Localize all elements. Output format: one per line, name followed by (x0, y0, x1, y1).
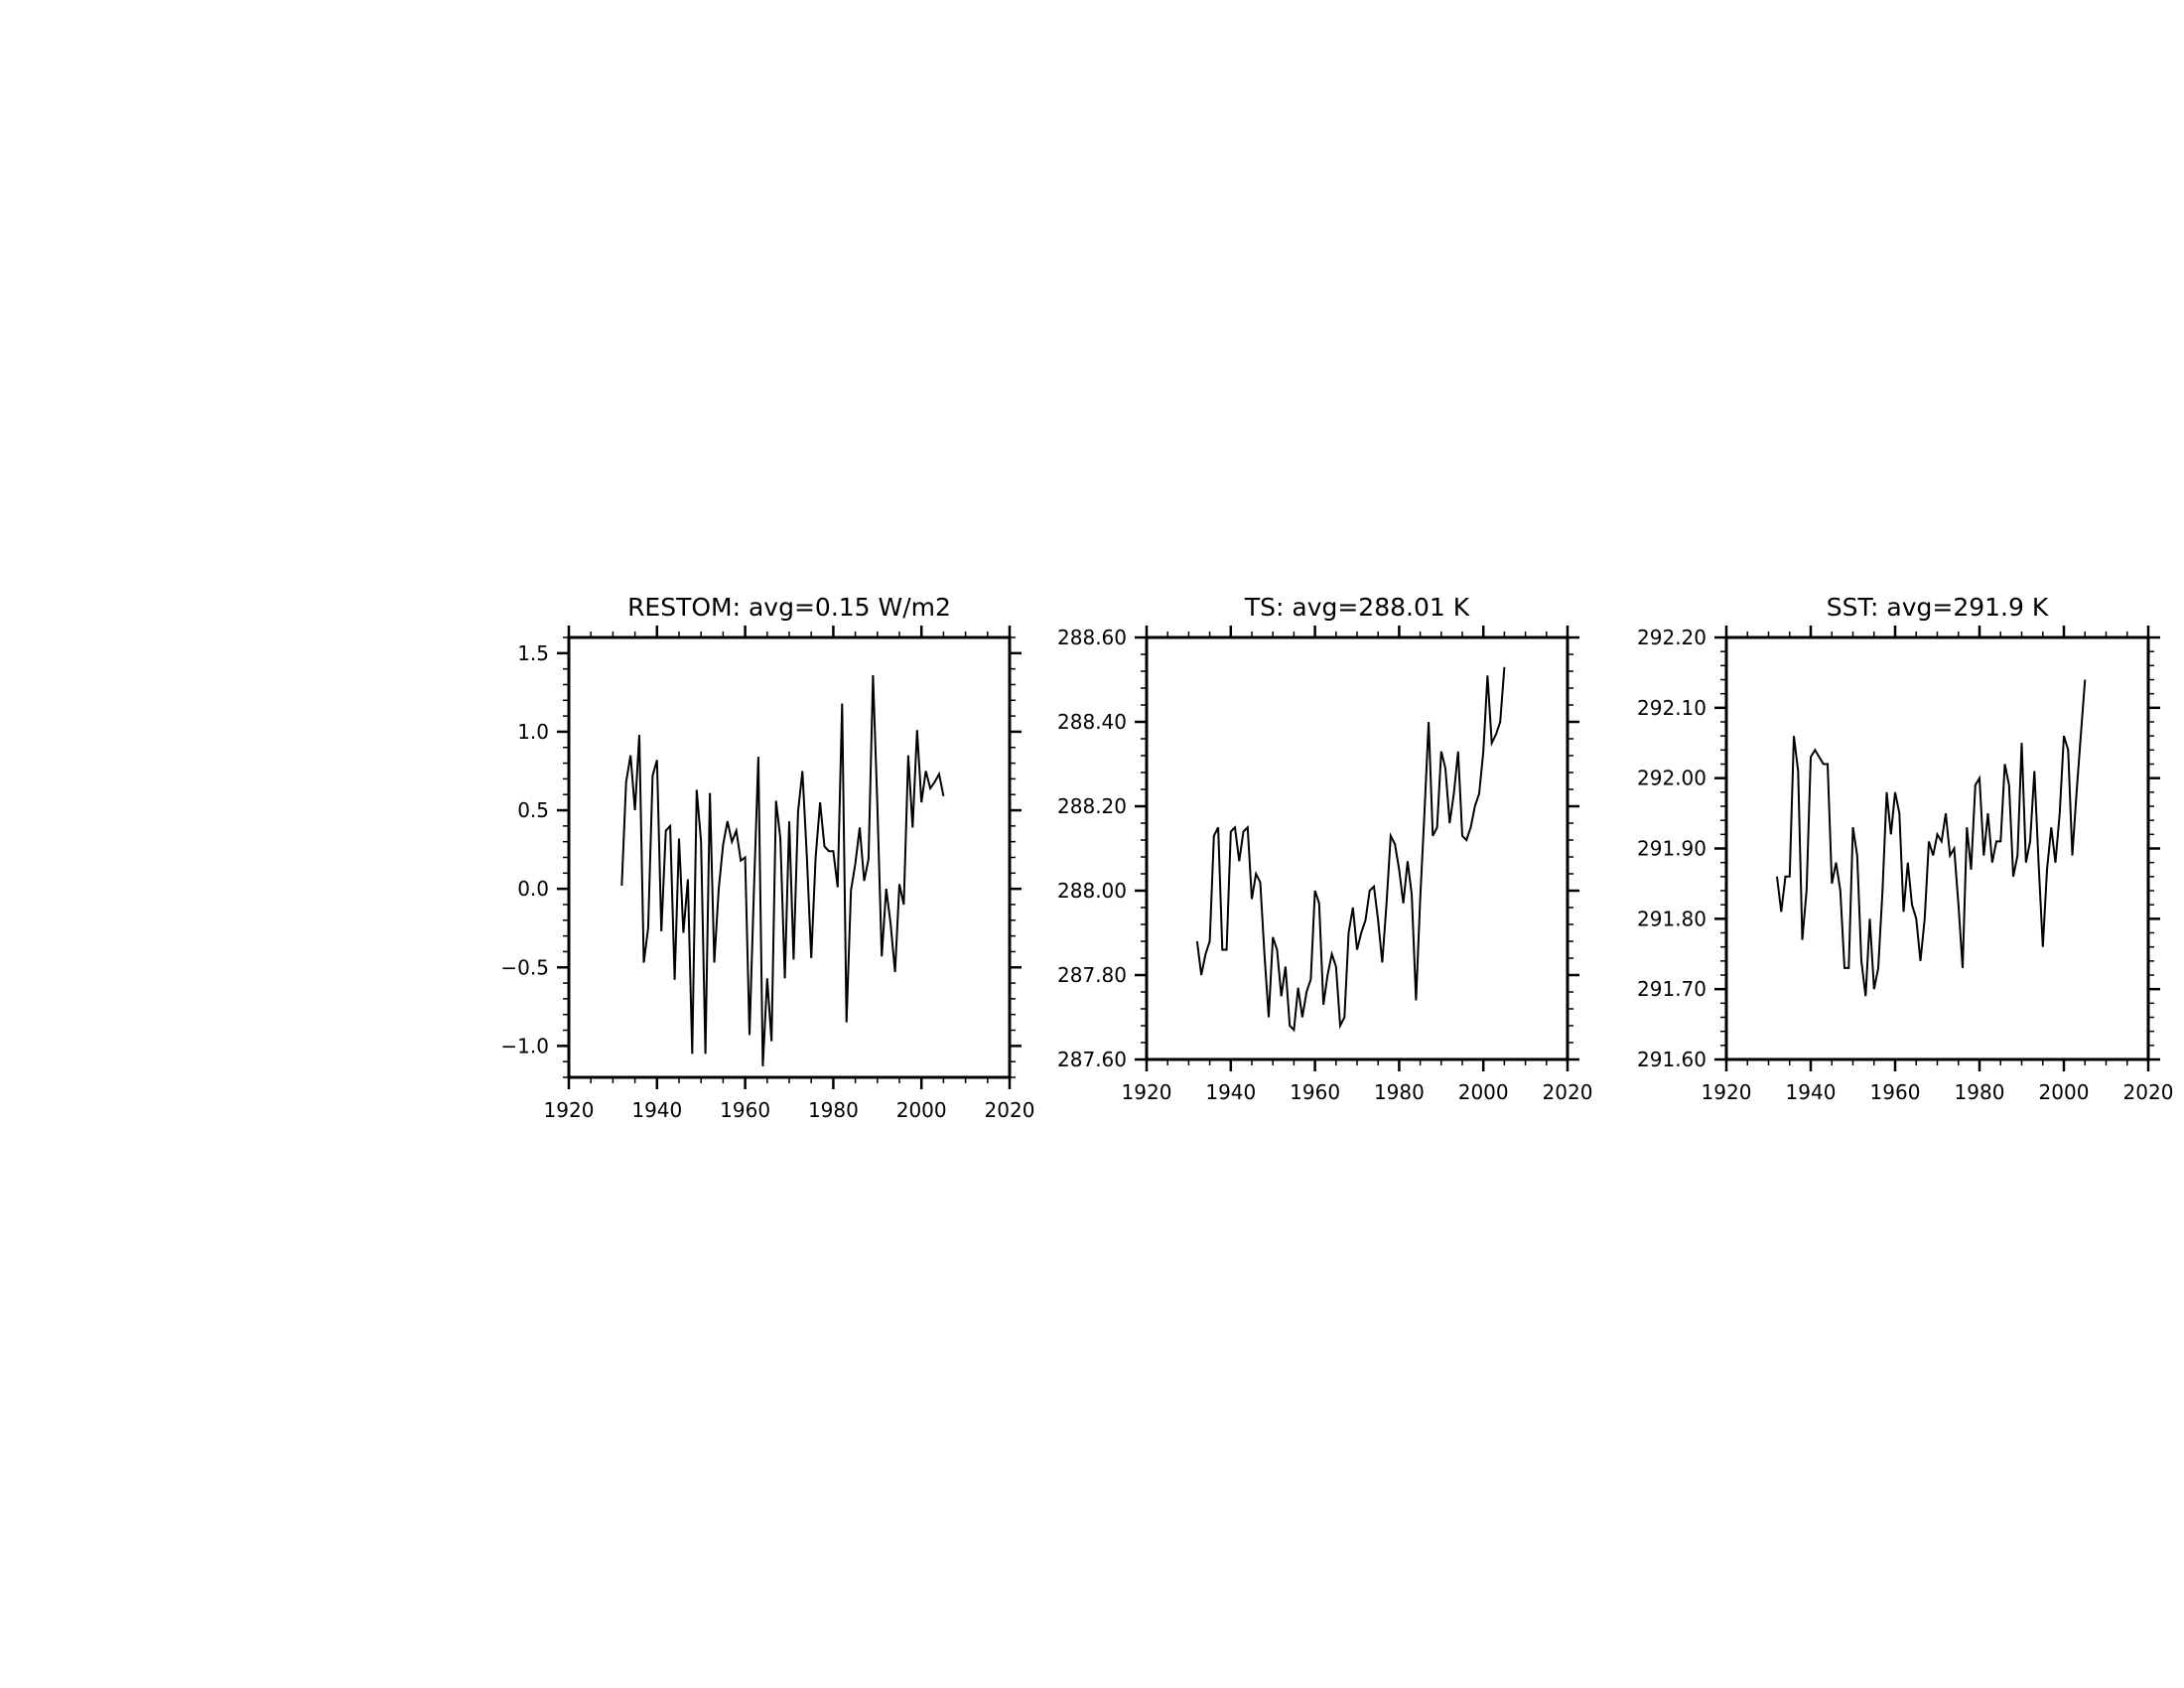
x-tick-label: 1920 (1702, 1080, 1752, 1104)
y-tick-label: 0.5 (517, 798, 549, 822)
y-tick-label: 292.10 (1637, 696, 1706, 720)
chart-title: RESTOM: avg=0.15 W/m2 (627, 593, 951, 622)
x-tick-label: 2000 (1458, 1080, 1509, 1104)
y-tick-label: 291.70 (1637, 977, 1706, 1001)
x-tick-label: 2000 (2039, 1080, 2090, 1104)
y-tick-label: 291.60 (1637, 1048, 1706, 1071)
x-tick-label: 1980 (808, 1098, 859, 1122)
y-tick-label: 291.80 (1637, 907, 1706, 930)
x-tick-label: 2020 (985, 1098, 1035, 1122)
chart-panel-3: SST: avg=291.9 K 1920 1940 1960 1980 2000 2020… (1637, 593, 2173, 1104)
chart-panel-1: RESTOM: avg=0.15 W/m2 1920 1940 1960 1980 200… (500, 593, 1034, 1122)
x-tick-label: 1960 (1870, 1080, 1921, 1104)
y-tick-label: 292.20 (1637, 626, 1706, 649)
y-tick-label: 288.20 (1057, 794, 1127, 818)
x-tick-label: 1920 (1122, 1080, 1172, 1104)
y-tick-label: 1.5 (517, 641, 549, 665)
y-tick-label: 288.60 (1057, 626, 1127, 649)
x-tick-label: 1960 (1290, 1080, 1340, 1104)
x-tick-label: 1980 (1955, 1080, 2005, 1104)
x-tick-label: 2000 (896, 1098, 947, 1122)
x-tick-label: 1920 (544, 1098, 595, 1122)
y-tick-label: −1.0 (500, 1034, 549, 1057)
x-tick-label: 1980 (1374, 1080, 1425, 1104)
y-tick-label: 1.0 (517, 720, 549, 744)
y-tick-label: 288.00 (1057, 879, 1127, 903)
plot-frame (1145, 635, 1570, 1061)
plot-frame (567, 635, 1012, 1079)
x-tick-label: 1940 (1205, 1080, 1256, 1104)
chart-panel-2: TS: avg=288.01 K 1920 1940 1960 1980 2000 2020… (1057, 593, 1592, 1104)
y-tick-label: 287.80 (1057, 963, 1127, 987)
x-tick-label: 2020 (2123, 1080, 2174, 1104)
y-tick-label: 288.40 (1057, 710, 1127, 734)
y-tick-label: 0.0 (517, 877, 549, 901)
y-tick-label: −0.5 (500, 955, 549, 979)
x-tick-label: 2020 (1543, 1080, 1593, 1104)
series-line (1776, 679, 2087, 997)
chart-title: SST: avg=291.9 K (1827, 593, 2049, 622)
x-tick-label: 1940 (631, 1098, 682, 1122)
y-tick-label: 291.90 (1637, 837, 1706, 861)
series-line (620, 674, 945, 1066)
chart-title: TS: avg=288.01 K (1244, 593, 1470, 622)
x-tick-label: 1960 (720, 1098, 770, 1122)
series-line (1195, 666, 1506, 1033)
y-tick-label: 292.00 (1637, 767, 1706, 790)
x-tick-label: 1940 (1786, 1080, 1837, 1104)
y-tick-label: 287.60 (1057, 1048, 1127, 1071)
